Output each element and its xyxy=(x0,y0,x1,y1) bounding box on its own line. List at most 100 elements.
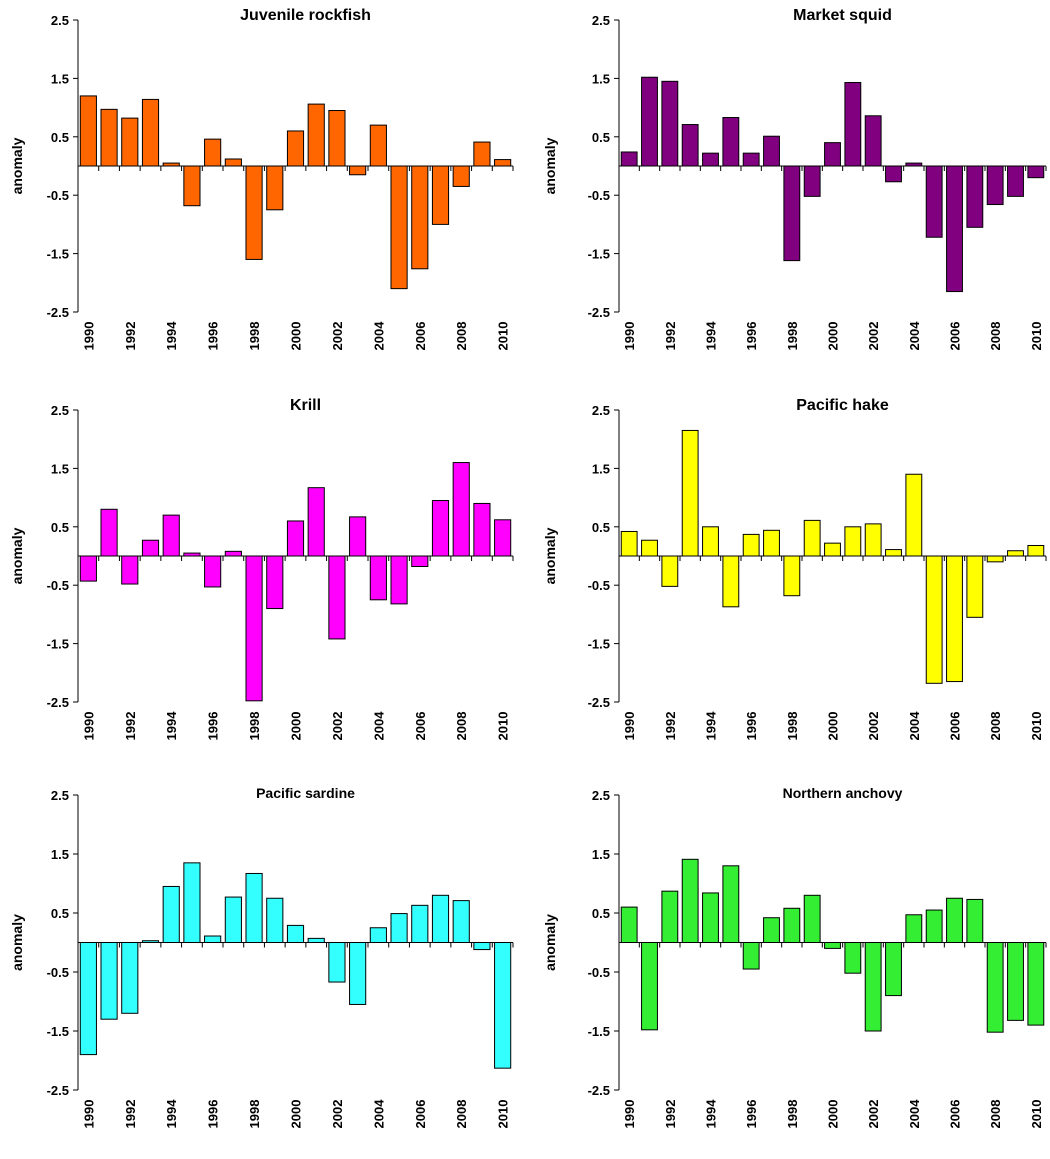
x-tick-label: 2000 xyxy=(826,1100,841,1129)
x-tick-label: 1998 xyxy=(247,712,262,741)
y-tick-label: -1.5 xyxy=(588,247,610,262)
x-tick-label: 2010 xyxy=(496,322,511,351)
y-tick-label: -0.5 xyxy=(588,578,610,593)
bar-2001 xyxy=(307,103,325,167)
bar-2003 xyxy=(885,165,902,183)
bar-2008 xyxy=(452,900,470,943)
x-tick-label: 2002 xyxy=(330,322,345,351)
bar-2000 xyxy=(824,542,841,557)
x-tick-label: 2004 xyxy=(907,1099,922,1129)
x-tick-label: 2002 xyxy=(330,1100,345,1129)
bar-2005 xyxy=(390,555,408,605)
x-tick-label: 2000 xyxy=(826,322,841,351)
bar-1995 xyxy=(722,117,740,167)
chart-panel: Pacific sardine anomaly 2.5 1.5 0.5 -0.5 -1.5 -… xyxy=(0,778,525,1159)
bar-2009 xyxy=(473,942,491,951)
bar-2006 xyxy=(411,555,429,568)
bar-2007 xyxy=(966,165,984,228)
bar-2000 xyxy=(286,130,305,167)
y-tick-label: 2.5 xyxy=(592,403,610,418)
chart-title: Pacific hake xyxy=(796,397,889,414)
x-tick-label: 2006 xyxy=(413,322,428,351)
x-tick-label: 1996 xyxy=(206,322,221,351)
x-tick-label: 1996 xyxy=(206,712,221,741)
bar-1992 xyxy=(661,80,679,167)
bar-2010 xyxy=(494,159,512,167)
bar-1999 xyxy=(803,165,821,197)
bar-2007 xyxy=(431,165,450,225)
y-tick-label: -2.5 xyxy=(47,695,69,710)
y-tick-label: 2.5 xyxy=(51,13,69,28)
bar-1994 xyxy=(702,526,719,557)
y-tick-label: -0.5 xyxy=(588,965,610,980)
bar-2009 xyxy=(1007,942,1024,1021)
y-axis-label: anomaly xyxy=(542,914,558,971)
y-tick-label: 0.5 xyxy=(592,130,610,145)
bar-2002 xyxy=(328,110,346,167)
bar-1990 xyxy=(620,151,638,167)
bar-1996 xyxy=(204,935,222,943)
x-tick-label: 2002 xyxy=(330,712,345,741)
bar-1993 xyxy=(681,429,699,557)
bar-2000 xyxy=(286,924,305,943)
bar-2009 xyxy=(473,502,491,557)
bar-1997 xyxy=(763,529,780,557)
bar-1991 xyxy=(641,942,658,1031)
bar-2003 xyxy=(349,942,367,1005)
bar-2001 xyxy=(307,937,325,943)
bar-chart: Northern anchovy anomaly 2.5 1.5 0.5 -0.5 -1.5… xyxy=(542,785,1047,1129)
x-tick-label: 2006 xyxy=(948,322,963,351)
bar-1998 xyxy=(783,165,801,262)
bar-2007 xyxy=(431,894,450,944)
bar-1999 xyxy=(803,894,821,944)
bar-1990 xyxy=(620,530,638,557)
x-tick-label: 2010 xyxy=(1029,712,1044,741)
x-tick-label: 2004 xyxy=(907,321,922,351)
x-tick-label: 1992 xyxy=(123,712,138,741)
x-tick-label: 2000 xyxy=(289,322,304,351)
bar-1998 xyxy=(245,165,263,260)
y-tick-label: -0.5 xyxy=(47,965,69,980)
bar-2005 xyxy=(925,909,943,944)
x-tick-label: 1992 xyxy=(123,1100,138,1129)
bar-1993 xyxy=(681,124,699,167)
bar-1995 xyxy=(722,555,740,608)
bar-1996 xyxy=(204,138,222,167)
bar-2008 xyxy=(452,165,470,187)
chart-title: Northern anchovy xyxy=(783,785,903,801)
x-tick-label: 2006 xyxy=(948,1100,963,1129)
x-tick-label: 1994 xyxy=(164,711,179,741)
bar-1999 xyxy=(266,165,284,211)
x-tick-label: 1998 xyxy=(785,322,800,351)
x-tick-label: 1996 xyxy=(744,322,759,351)
x-tick-label: 1994 xyxy=(704,321,719,351)
bar-2000 xyxy=(824,942,841,949)
bar-2009 xyxy=(1007,165,1024,197)
x-tick-label: 1998 xyxy=(785,1100,800,1129)
bar-1997 xyxy=(224,896,242,943)
chart-title: Market squid xyxy=(793,7,892,24)
x-tick-label: 2000 xyxy=(826,712,841,741)
x-tick-label: 2010 xyxy=(496,712,511,741)
y-tick-label: 1.5 xyxy=(51,847,69,862)
chart-panel: Market squid anomaly 2.5 1.5 0.5 -0.5 -1.5 -2.5… xyxy=(533,0,1050,381)
y-tick-label: -0.5 xyxy=(588,188,610,203)
y-tick-label: -2.5 xyxy=(47,305,69,320)
x-tick-label: 1990 xyxy=(622,1100,637,1129)
x-tick-label: 1996 xyxy=(744,712,759,741)
bar-1991 xyxy=(100,508,118,557)
bar-1997 xyxy=(763,135,780,167)
bar-1996 xyxy=(742,942,760,970)
x-tick-label: 2008 xyxy=(988,1100,1003,1129)
chart-title: Juvenile rockfish xyxy=(240,7,371,24)
bar-2008 xyxy=(986,165,1004,206)
y-axis-label: anomaly xyxy=(9,527,25,584)
x-tick-label: 2000 xyxy=(289,712,304,741)
bar-2002 xyxy=(328,555,346,640)
y-tick-label: -1.5 xyxy=(588,1024,610,1039)
bar-1991 xyxy=(100,942,118,1020)
bar-1994 xyxy=(162,885,180,943)
x-tick-label: 1992 xyxy=(663,322,678,351)
bar-2002 xyxy=(328,942,346,983)
